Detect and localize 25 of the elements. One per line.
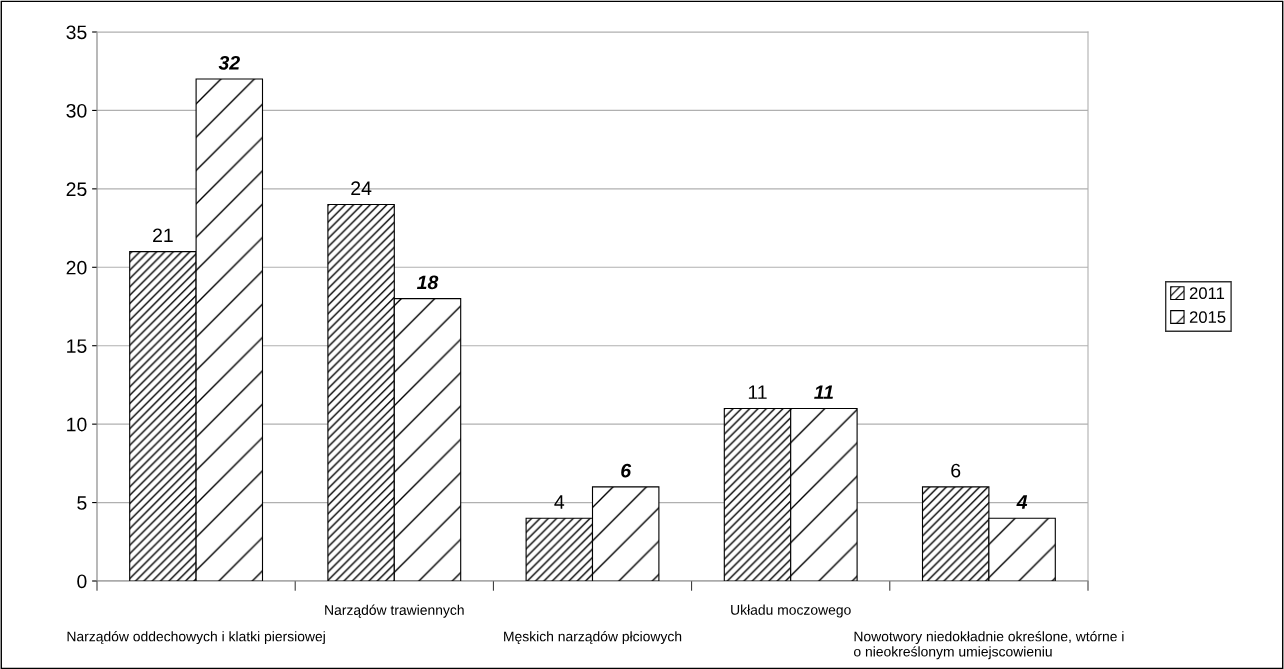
data-label: 11 <box>748 385 767 399</box>
data-label: 18 <box>417 275 439 290</box>
y-tick-label: 10 <box>67 417 87 432</box>
data-label: 6 <box>951 463 961 478</box>
data-label: 21 <box>153 228 173 243</box>
data-label: 6 <box>621 463 632 478</box>
text: 2015 <box>1189 311 1226 323</box>
y-tick-label: 5 <box>77 496 87 510</box>
data-label: 24 <box>351 181 372 195</box>
y-tick-label: 30 <box>66 103 87 118</box>
x-tick-label: Nowotwory niedokładnie określone, wtórne i o nieokreślonym umiejscowieniu <box>854 631 1124 660</box>
y-tick-label: 15 <box>67 339 87 353</box>
data-label: 4 <box>1016 495 1028 509</box>
x-tick-label: Narządów trawiennych <box>325 604 464 618</box>
data-label: 32 <box>218 55 240 70</box>
y-tick-label: 0 <box>77 574 87 589</box>
x-tick-label: Narządów oddechowych i klatki piersiowej <box>67 631 325 645</box>
y-tick-label: 25 <box>66 182 87 197</box>
data-label: 4 <box>554 495 565 509</box>
y-tick-label: 20 <box>66 260 87 275</box>
data-label: 11 <box>814 385 833 399</box>
y-tick-label: 35 <box>66 25 87 40</box>
x-tick-label: Męskich narządów płciowych <box>504 631 682 645</box>
text: 2011 <box>1189 287 1225 300</box>
x-tick-label: Układu moczowego <box>731 604 851 618</box>
